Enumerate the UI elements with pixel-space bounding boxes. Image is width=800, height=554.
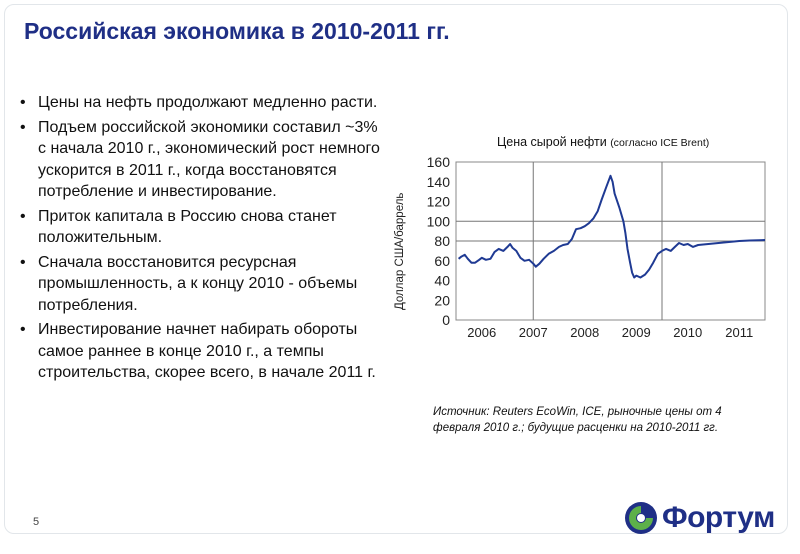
fortum-logo-icon <box>625 502 657 534</box>
y-tick-label: 60 <box>434 253 450 269</box>
slide-frame <box>4 4 788 534</box>
bullet-item: Подъем российской экономики составил ~3%… <box>18 117 390 203</box>
y-tick-label: 140 <box>427 174 451 190</box>
y-tick-label: 100 <box>427 213 451 229</box>
bullet-item: Приток капитала в Россию снова станет по… <box>18 206 390 249</box>
bullet-item: Сначала восстановится ресурсная промышле… <box>18 252 390 317</box>
bullet-item: Цены на нефть продолжают медленно расти. <box>18 92 390 114</box>
bullet-item: Инвестирование начнет набирать обороты с… <box>18 319 390 384</box>
series-line <box>457 174 766 279</box>
y-tick-label: 20 <box>434 292 450 308</box>
oil-price-chart: 0 20 40 60 80 100 120 140 160 2006 2007 2008 2009 201… <box>427 154 766 340</box>
y-tick-label: 80 <box>434 233 450 249</box>
y-tick-label: 160 <box>427 154 451 170</box>
chart-title: Цена сырой нефти (согласно ICE Brent) <box>497 135 709 149</box>
x-tick-label: 2006 <box>467 325 496 340</box>
bullet-list: Цены на нефть продолжают медленно расти.… <box>18 92 390 387</box>
y-tick-label: 40 <box>434 273 450 289</box>
y-tick-label: 0 <box>442 312 450 328</box>
x-tick-label: 2007 <box>519 325 548 340</box>
y-axis-label: Доллар США/баррель <box>394 192 406 310</box>
y-tick-label: 120 <box>427 194 451 210</box>
fortum-logo: Фортум <box>624 498 775 538</box>
logo-text: Фортум <box>662 501 775 534</box>
chart-title-note: (согласно ICE Brent) <box>610 137 710 149</box>
source-note: Источник: Reuters EcoWin, ICE, рыночные … <box>433 406 722 434</box>
x-tick-label: 2011 <box>725 325 753 340</box>
x-tick-label: 2009 <box>622 325 651 340</box>
page-number: 5 <box>33 516 40 528</box>
x-tick-label: 2010 <box>673 325 702 340</box>
chart-title-main: Цена сырой нефти <box>497 135 607 149</box>
x-tick-label: 2008 <box>570 325 599 340</box>
slide-title: Российская экономика в 2010-2011 гг. <box>24 18 450 44</box>
